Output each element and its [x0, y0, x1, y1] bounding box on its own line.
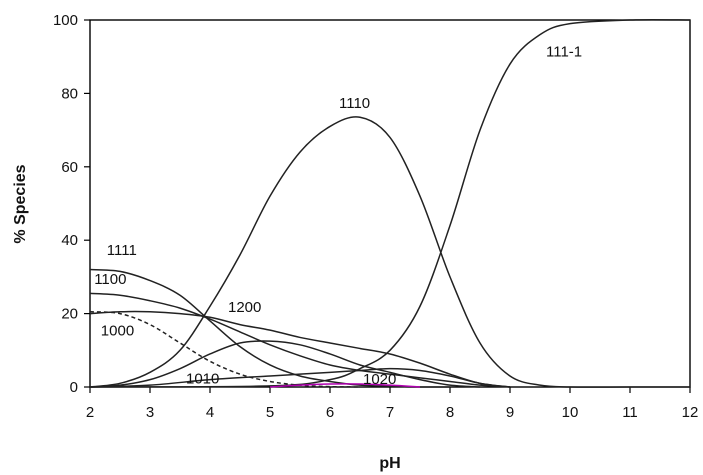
- series-annotation-label: 111-1: [546, 44, 582, 61]
- y-axis: 0 20 40 60 80 100: [53, 12, 90, 396]
- x-tick-label: 7: [386, 404, 394, 421]
- x-tick-label: 3: [146, 404, 154, 421]
- series-line-111-1: [89, 18, 691, 388]
- series-lines: [89, 18, 691, 388]
- series-annotation-label: 1020: [363, 371, 396, 388]
- x-tick-label: 8: [446, 404, 454, 421]
- series-line-1111: [89, 268, 451, 388]
- x-axis: 2 3 4 5 6 7 8 9 10 11 12: [86, 387, 699, 421]
- x-tick-label: 10: [562, 404, 579, 421]
- series-line-1010: [89, 340, 481, 388]
- series-line-minor: [269, 383, 421, 388]
- x-tick-label: 5: [266, 404, 274, 421]
- series-annotation-label: 1111: [107, 242, 137, 259]
- x-tick-label: 4: [206, 404, 214, 421]
- y-tick-label: 60: [61, 159, 78, 176]
- series-line-1100: [89, 292, 511, 388]
- series-annotations: 111-1 1110 1111 1100 1000 1200 1010 1020: [94, 44, 582, 388]
- y-tick-label: 80: [61, 85, 78, 102]
- series-line-1110: [89, 116, 690, 388]
- series-annotation-label: 1200: [228, 299, 261, 316]
- series-line-1020: [89, 367, 511, 388]
- x-tick-label: 9: [506, 404, 514, 421]
- x-axis-title: pH: [379, 455, 400, 472]
- y-tick-label: 20: [61, 306, 78, 323]
- series-annotation-label: 1110: [339, 95, 370, 112]
- x-tick-label: 12: [682, 404, 699, 421]
- series-annotation-label: 1100: [94, 271, 126, 288]
- x-tick-label: 11: [622, 404, 638, 421]
- x-tick-label: 6: [326, 404, 334, 421]
- y-axis-title: % Species: [12, 164, 29, 243]
- series-line-1000: [89, 311, 361, 388]
- x-tick-label: 2: [86, 404, 94, 421]
- series-annotation-label: 1000: [101, 323, 134, 340]
- series-line-1200: [89, 310, 511, 388]
- series-annotation-label: 1010: [186, 370, 219, 387]
- y-tick-label: 0: [70, 379, 78, 396]
- plot-area-frame: [89, 19, 691, 388]
- y-tick-label: 100: [53, 12, 78, 29]
- y-tick-label: 40: [61, 232, 78, 249]
